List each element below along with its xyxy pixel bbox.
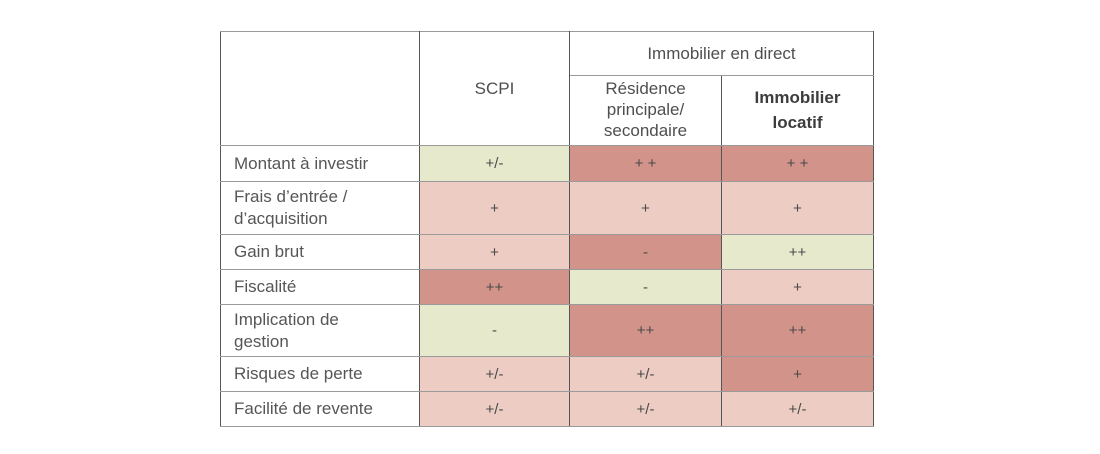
value-cell-scpi: +/- <box>419 145 570 182</box>
col-header-scpi: SCPI <box>419 31 570 146</box>
header-row-bottom: Résidence principale/ secondaire Immobil… <box>221 75 874 146</box>
value-cell-residence: - <box>569 269 722 305</box>
value-cell-locatif: + <box>721 181 874 235</box>
col-header-locatif: Immobilier locatif <box>721 75 874 146</box>
header-row-top: SCPI Immobilier en direct <box>220 31 874 146</box>
row-label: Gain brut <box>220 234 420 270</box>
row-label: Implication de gestion <box>220 304 420 357</box>
table-header: SCPI Immobilier en direct Résidence prin… <box>220 31 874 146</box>
value-cell-residence: ++ <box>569 304 722 357</box>
value-cell-locatif: + + <box>721 145 874 182</box>
value-cell-residence: +/- <box>569 356 722 392</box>
col-header-residence: Résidence principale/ secondaire <box>569 75 722 146</box>
value-cell-scpi: + <box>419 234 570 270</box>
col-header-locatif-label: Immobilier locatif <box>754 87 841 132</box>
value-cell-residence: +/- <box>569 391 722 427</box>
corner-cell <box>220 31 420 146</box>
value-cell-scpi: - <box>419 304 570 357</box>
row-label: Facilité de revente <box>220 391 420 427</box>
value-cell-scpi: +/- <box>419 391 570 427</box>
value-cell-locatif: +/- <box>721 391 874 427</box>
row-label: Frais d’entrée / d’acquisition <box>220 181 420 235</box>
row-facilite-de-revente: Facilité de revente +/- +/- +/- <box>220 391 874 427</box>
row-montant-a-investir: Montant à investir +/- + + + + <box>220 145 874 182</box>
value-cell-scpi: +/- <box>419 356 570 392</box>
value-cell-residence: - <box>569 234 722 270</box>
row-label: Risques de perte <box>220 356 420 392</box>
row-label: Montant à investir <box>220 145 420 182</box>
col-header-group-immobilier-direct: Immobilier en direct <box>569 31 874 76</box>
value-cell-locatif: + <box>721 356 874 392</box>
row-risques-de-perte: Risques de perte +/- +/- + <box>220 356 874 392</box>
value-cell-scpi: ++ <box>419 269 570 305</box>
value-cell-residence: + + <box>569 145 722 182</box>
row-fiscalite: Fiscalité ++ - + <box>220 269 874 305</box>
table-body: Montant à investir +/- + + + + Frais d’e… <box>220 145 874 427</box>
col-header-residence-label: Résidence principale/ secondaire <box>603 79 688 140</box>
value-cell-locatif: + <box>721 269 874 305</box>
value-cell-locatif: ++ <box>721 234 874 270</box>
value-cell-residence: + <box>569 181 722 235</box>
row-implication-de-gestion: Implication de gestion - ++ ++ <box>220 304 874 357</box>
value-cell-locatif: ++ <box>721 304 874 357</box>
value-cell-scpi: + <box>419 181 570 235</box>
comparison-table-container: SCPI Immobilier en direct Résidence prin… <box>220 31 874 427</box>
row-frais-entree-acquisition: Frais d’entrée / d’acquisition + + + <box>220 181 874 235</box>
investment-comparison-table: SCPI Immobilier en direct Résidence prin… <box>220 31 874 427</box>
row-gain-brut: Gain brut + - ++ <box>220 234 874 270</box>
row-label: Fiscalité <box>220 269 420 305</box>
